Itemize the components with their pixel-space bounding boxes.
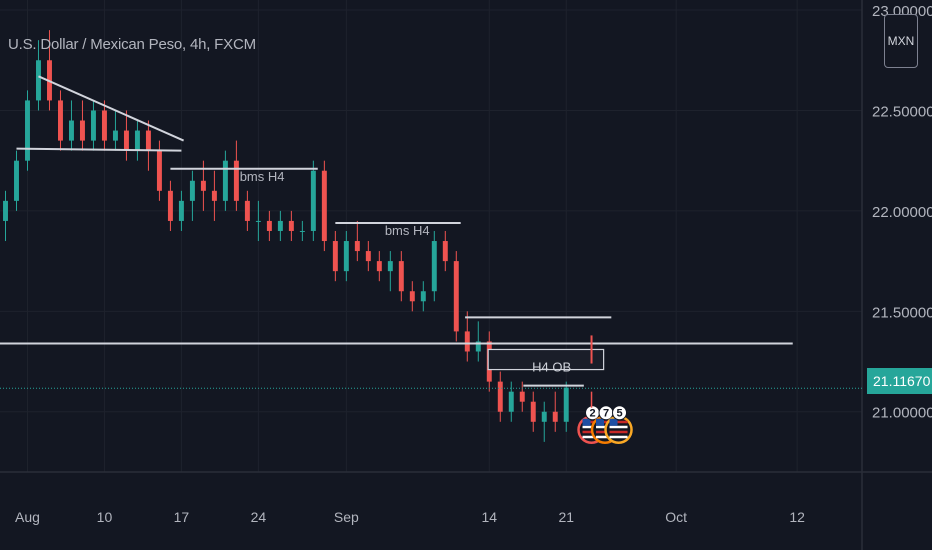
x-tick-label: 24 — [251, 509, 267, 525]
candle-body — [101, 110, 107, 141]
flag-stripe — [596, 420, 615, 424]
x-tick-label: 14 — [481, 509, 497, 525]
flag-stripe — [609, 430, 628, 434]
candle-body — [156, 150, 162, 191]
candle-body — [90, 110, 96, 141]
flag-stripe — [582, 420, 601, 424]
x-tick-label: Oct — [665, 509, 687, 525]
candle-body — [398, 261, 404, 292]
candle-body — [189, 180, 195, 201]
candle-body — [299, 230, 305, 232]
flag-stripe — [596, 435, 615, 439]
candle-body — [541, 411, 547, 422]
candle-body — [112, 130, 118, 141]
order-block-label: H4 OB — [532, 360, 571, 375]
candle-body — [321, 170, 327, 242]
current-price-badge: 21.11670 — [867, 368, 932, 394]
candle-body — [409, 291, 415, 302]
flag-stripe — [609, 435, 628, 439]
candle-body — [255, 220, 261, 222]
event-count-label: 5 — [616, 408, 622, 420]
candle-body — [200, 180, 206, 191]
x-tick-label: Aug — [15, 509, 40, 525]
candle-body — [552, 411, 558, 422]
candle-body — [244, 200, 250, 221]
candle-body — [211, 190, 217, 201]
candle-body — [365, 251, 371, 262]
x-tick-label: 10 — [97, 509, 113, 525]
candle-body — [310, 170, 316, 231]
candle-body — [36, 60, 41, 101]
candle-body — [475, 341, 481, 352]
event-marker[interactable]: 5 — [604, 405, 633, 444]
candle-body — [68, 120, 74, 141]
flag-stripe — [609, 420, 628, 424]
candle-body — [453, 261, 459, 332]
support-line-1 — [16, 147, 182, 152]
candle-body — [431, 241, 437, 292]
candle-body — [387, 261, 393, 272]
candle-body — [79, 120, 85, 141]
candle-body — [233, 160, 239, 201]
candle-body — [145, 130, 151, 151]
flag-canton — [596, 418, 605, 426]
candle-body — [25, 100, 30, 161]
y-tick-label: 21.50000 — [872, 304, 932, 321]
candle-body — [3, 200, 8, 221]
candle-body — [277, 220, 283, 231]
y-tick-label: 22.50000 — [872, 103, 932, 120]
candle-body — [497, 381, 503, 412]
candle-body — [14, 160, 19, 201]
event-count-bubble — [612, 405, 628, 421]
candle-body — [519, 391, 525, 402]
candle-body — [178, 200, 184, 221]
flag-canton — [609, 418, 618, 426]
candle-body — [464, 331, 470, 352]
candle-body — [123, 130, 129, 151]
bms-label: bms H4 — [240, 169, 285, 184]
x-tick-label: 12 — [789, 509, 805, 525]
y-tick-label: 22.00000 — [872, 204, 932, 221]
candle-body — [332, 241, 338, 272]
candle-body — [343, 241, 349, 272]
y-tick-label: 21.00000 — [872, 405, 932, 422]
trend-line-upper — [38, 75, 185, 142]
event-count-label: 7 — [603, 408, 609, 420]
x-tick-label: 17 — [174, 509, 190, 525]
flag-stripe — [609, 425, 628, 429]
candle-body — [420, 291, 426, 302]
chart-title: U.S. Dollar / Mexican Peso, 4h, FXCM — [8, 36, 256, 53]
flag-stripe — [582, 435, 601, 439]
candle-body — [57, 100, 63, 141]
flag-canton — [582, 418, 591, 426]
candle-body — [442, 241, 448, 262]
candle-body — [530, 401, 536, 422]
order-block-box — [487, 348, 605, 371]
candle-body — [167, 190, 173, 221]
bms-label: bms H4 — [385, 223, 430, 238]
candle-body — [354, 241, 360, 252]
candle-body — [376, 261, 382, 272]
candle-body — [222, 160, 228, 201]
currency-button[interactable]: MXN — [884, 14, 918, 68]
x-tick-label: Sep — [334, 509, 359, 525]
candle-body — [266, 220, 272, 231]
event-count-label: 2 — [589, 408, 595, 420]
candle-body — [508, 391, 514, 412]
candle-body — [134, 130, 140, 151]
us-flag-icon — [604, 415, 633, 444]
candle-body — [563, 387, 569, 422]
x-tick-label: 21 — [558, 509, 574, 525]
candle-body — [288, 220, 294, 231]
